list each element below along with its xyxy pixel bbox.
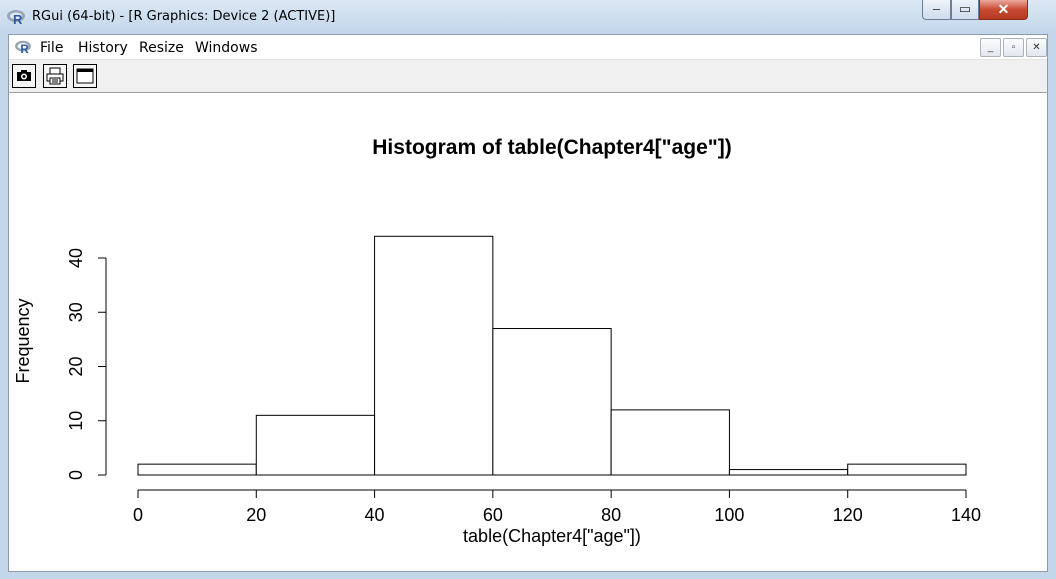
print-button[interactable]: [43, 64, 67, 88]
svg-text:R: R: [20, 44, 29, 55]
histogram-bar: [610, 409, 730, 476]
camera-icon: [17, 70, 31, 81]
menu-history[interactable]: History: [78, 40, 128, 56]
mdi-restore-button[interactable]: ▫: [1003, 38, 1024, 57]
mdi-minimize-button[interactable]: _: [980, 38, 1001, 57]
histogram-bar: [137, 463, 257, 476]
new-window-button[interactable]: [73, 64, 97, 88]
x-axis: 0 20 40 60 80 100 120 140: [133, 489, 981, 525]
plot-area: Histogram of table(Chapter4["age"]) tabl…: [9, 93, 1047, 571]
histogram-bar: [728, 469, 849, 476]
menu-bar: R File History Resize Windows _ ▫ ✕: [9, 35, 1047, 60]
window-titlebar[interactable]: R RGui (64-bit) - [R Graphics: Device 2 …: [0, 0, 1056, 34]
x-tick-label: 60: [483, 505, 503, 525]
chart-title: Histogram of table(Chapter4["age"]): [372, 136, 731, 159]
svg-text:R: R: [13, 12, 23, 26]
maximize-button[interactable]: ▭: [951, 0, 979, 20]
window-title: RGui (64-bit) - [R Graphics: Device 2 (A…: [32, 9, 336, 24]
x-tick-label: 100: [714, 505, 744, 525]
x-tick-label: 140: [951, 505, 981, 525]
window-icon: [76, 68, 94, 84]
copy-bitmap-button[interactable]: [12, 64, 36, 88]
printer-icon: [46, 67, 64, 85]
histogram-bar: [847, 463, 967, 476]
y-axis: 0 10 20 30 40: [66, 248, 107, 480]
menu-windows[interactable]: Windows: [195, 40, 258, 56]
r-logo-icon: R: [15, 40, 31, 55]
maximize-icon: ▭: [958, 1, 972, 16]
menu-resize[interactable]: Resize: [139, 40, 184, 56]
x-tick-label: 40: [365, 505, 385, 525]
menu-file[interactable]: File: [40, 40, 64, 56]
minimize-icon: –: [932, 1, 941, 16]
x-tick-label: 20: [246, 505, 266, 525]
y-tick-label: 30: [66, 302, 86, 322]
histogram-bar: [374, 235, 494, 476]
y-axis-label: Frequency: [13, 298, 33, 383]
toolbar: [9, 60, 1047, 93]
r-logo-icon: R: [7, 10, 25, 26]
x-axis-label: table(Chapter4["age"]): [463, 526, 641, 546]
histogram-bar: [255, 414, 376, 476]
histogram-bar: [492, 328, 612, 476]
graphics-device-window: R File History Resize Windows _ ▫ ✕: [8, 34, 1048, 572]
x-tick-label: 0: [133, 505, 143, 525]
bars-group: [137, 235, 967, 476]
minimize-button[interactable]: –: [922, 0, 951, 20]
close-button[interactable]: ✕: [979, 0, 1028, 20]
y-tick-label: 0: [66, 470, 86, 480]
y-tick-label: 20: [66, 356, 86, 376]
histogram-chart: Histogram of table(Chapter4["age"]) tabl…: [13, 136, 981, 546]
x-tick-label: 120: [833, 505, 863, 525]
y-tick-label: 10: [66, 411, 86, 431]
mdi-close-button[interactable]: ✕: [1026, 38, 1047, 57]
x-tick-label: 80: [601, 505, 621, 525]
close-icon: ✕: [997, 1, 1010, 17]
y-tick-label: 40: [66, 248, 86, 268]
